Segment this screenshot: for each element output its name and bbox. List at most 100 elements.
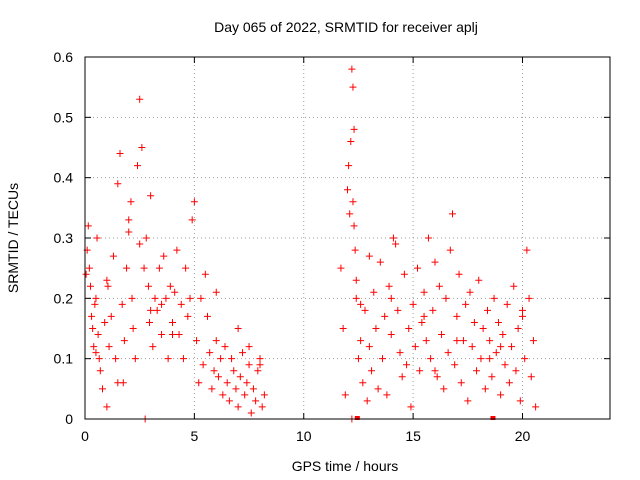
- data-point: [475, 276, 483, 284]
- data-point: [193, 337, 201, 345]
- data-point: [477, 355, 485, 363]
- data-point: [125, 216, 133, 224]
- data-point: [89, 325, 97, 332]
- x-tick-label: 10: [296, 428, 312, 444]
- data-point: [186, 294, 194, 302]
- data-point: [94, 331, 102, 339]
- data-point: [499, 331, 507, 339]
- data-point: [492, 349, 500, 357]
- data-point: [155, 264, 163, 272]
- y-axis-label: SRMTID / TECUs: [5, 183, 21, 293]
- data-point: [440, 385, 448, 393]
- data-point: [532, 403, 540, 411]
- data-point: [153, 306, 161, 314]
- data-point: [114, 379, 122, 387]
- data-point: [214, 373, 222, 381]
- data-point: [138, 144, 146, 151]
- data-point: [252, 397, 260, 405]
- data-point: [481, 385, 489, 393]
- data-point: [381, 312, 389, 320]
- data-point: [429, 306, 437, 314]
- data-point: [466, 288, 474, 296]
- data-point: [341, 391, 349, 399]
- data-point: [392, 240, 400, 248]
- data-point: [376, 258, 384, 266]
- x-tick-label: 0: [81, 428, 89, 444]
- x-axis-label: GPS time / hours: [292, 458, 399, 474]
- data-point: [414, 264, 421, 272]
- data-point: [249, 385, 257, 393]
- data-point: [199, 361, 207, 369]
- data-point: [405, 325, 413, 332]
- data-point: [195, 379, 203, 387]
- data-point: [206, 349, 214, 357]
- data-point: [158, 331, 166, 339]
- data-point: [93, 234, 101, 242]
- data-point: [105, 343, 113, 351]
- chart-title: Day 065 of 2022, SRMTID for receiver apl…: [214, 19, 478, 35]
- data-point: [389, 234, 397, 242]
- data-point: [345, 162, 353, 170]
- data-point: [123, 264, 131, 272]
- data-point: [444, 349, 452, 357]
- y-tick-label: 0: [65, 411, 73, 427]
- data-point: [361, 306, 369, 314]
- x-tick-label: 20: [515, 428, 531, 444]
- data-point: [219, 391, 227, 399]
- data-point: [125, 228, 133, 236]
- data-point: [177, 300, 185, 308]
- data-point: [427, 355, 435, 363]
- data-point: [147, 192, 155, 200]
- grid-lines: [85, 57, 610, 419]
- data-point: [431, 258, 439, 266]
- data-point: [351, 246, 359, 254]
- data-point: [394, 306, 402, 314]
- data-point: [129, 325, 137, 332]
- data-point: [457, 379, 465, 387]
- data-point: [409, 300, 417, 308]
- data-point: [449, 210, 456, 218]
- data-point: [398, 373, 406, 381]
- data-point: [420, 312, 428, 320]
- data-point: [354, 355, 362, 363]
- data-point: [243, 379, 251, 387]
- data-point: [418, 318, 426, 326]
- data-point: [210, 367, 218, 375]
- data-point: [505, 379, 513, 387]
- data-point: [188, 216, 196, 224]
- data-point: [387, 331, 395, 339]
- y-tick-label: 0.3: [54, 230, 74, 246]
- zero-marker: [490, 416, 496, 420]
- data-point: [433, 373, 441, 381]
- data-point: [232, 385, 240, 393]
- data-point: [438, 331, 446, 339]
- data-point: [96, 367, 104, 375]
- data-point: [260, 391, 268, 399]
- data-point: [118, 300, 126, 308]
- data-point: [501, 361, 509, 369]
- data-point: [420, 288, 428, 296]
- data-point: [90, 343, 98, 351]
- data-point: [247, 409, 255, 417]
- data-point: [169, 331, 176, 339]
- data-point: [256, 355, 264, 363]
- data-point: [479, 325, 487, 332]
- data-point: [86, 282, 94, 290]
- data-point: [109, 252, 117, 260]
- data-point: [151, 294, 159, 302]
- data-point: [387, 294, 395, 302]
- data-point: [85, 264, 93, 272]
- data-point: [234, 403, 242, 411]
- data-point: [82, 270, 90, 278]
- data-point: [497, 343, 505, 351]
- data-point: [144, 282, 152, 290]
- data-point: [455, 270, 463, 278]
- data-point: [128, 294, 136, 302]
- data-point: [91, 300, 99, 308]
- data-point: [519, 306, 526, 314]
- data-point: [514, 325, 522, 332]
- data-point: [127, 198, 135, 206]
- data-point: [400, 270, 408, 278]
- data-points: [82, 65, 540, 423]
- data-point: [352, 294, 360, 302]
